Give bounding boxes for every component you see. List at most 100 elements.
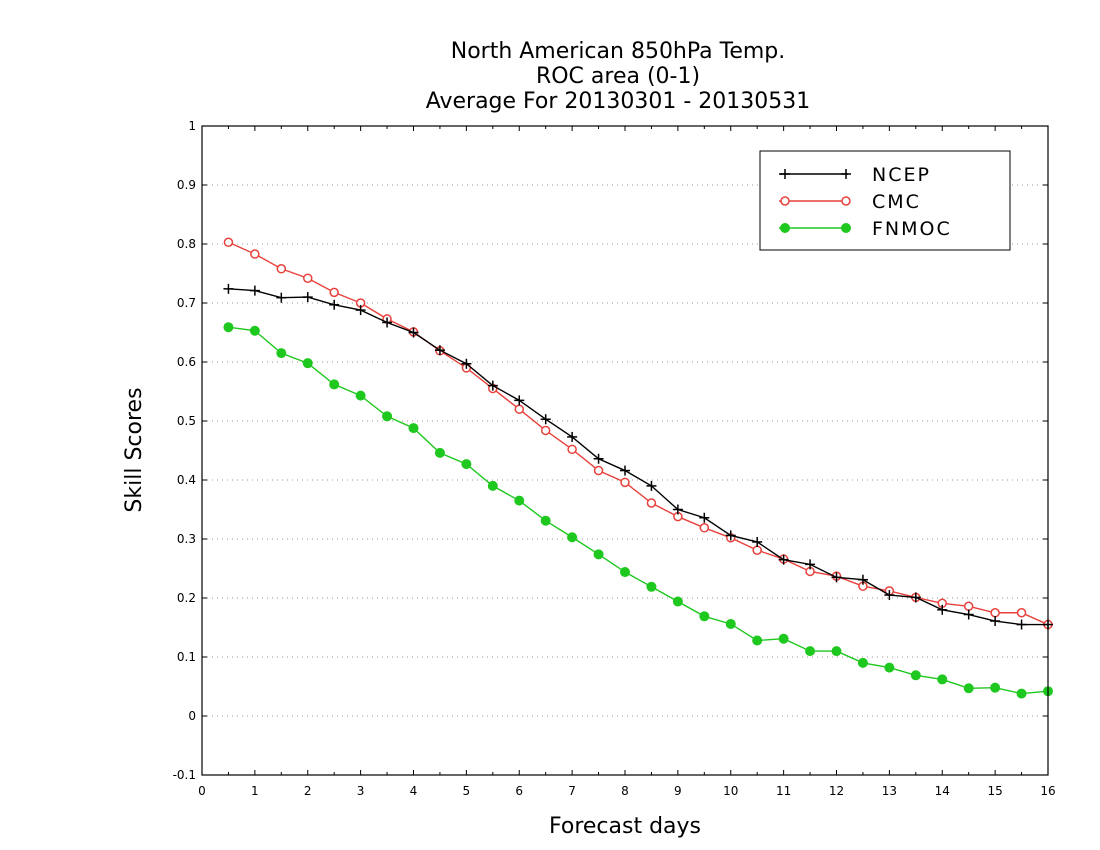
data-point-fnmoc [857,657,868,668]
data-point-ncep [434,345,445,356]
data-point-ncep [593,453,604,464]
data-point-fnmoc [223,322,234,333]
data-point-fnmoc [567,532,578,543]
legend-entry-cmc: CMC [779,191,921,213]
y-tick-label: 0.7 [177,296,196,310]
data-point-fnmoc [831,646,842,657]
y-tick-label: 0.8 [177,237,196,251]
data-point-cmc [699,523,710,533]
data-point-fnmoc [805,646,816,657]
data-point-cmc [1016,608,1027,618]
y-axis: -0.1 0 0.1 0.2 0.3 0.4 0.5 0.6 0.7 0.8 0.9 1 [173,119,1048,782]
data-point-ncep [990,616,1001,627]
data-point-fnmoc [593,549,604,560]
x-tick-label: 0 [198,784,206,798]
data-point-cmc [303,273,313,283]
x-axis-label: Forecast days [549,814,701,839]
series-layer [223,237,1053,699]
data-point-cmc [540,425,551,436]
y-tick-label: 0 [188,709,196,723]
x-tick-label: 13 [882,784,897,798]
data-point-ncep [699,512,710,523]
data-point-ncep [329,299,340,310]
data-point-ncep [514,395,525,406]
data-point-ncep [646,480,657,491]
data-point-fnmoc [487,480,498,491]
legend-marker-right [841,223,851,233]
x-tick-label: 16 [1040,784,1055,798]
data-point-cmc [752,545,762,555]
y-tick-label: 0.4 [177,473,196,487]
data-point-fnmoc [355,390,366,401]
x-tick-label: 10 [723,784,738,798]
data-point-fnmoc [752,635,763,646]
y-axis-label: Skill Scores [122,387,147,512]
data-point-ncep [963,609,974,620]
title-line-1: North American 850hPa Temp. [451,39,786,64]
legend-label-fnmoc: FNMOC [872,218,952,240]
y-tick-label: -0.1 [173,768,196,782]
x-tick-label: 5 [463,784,471,798]
data-point-ncep [1016,619,1027,630]
data-point-ncep [805,559,816,570]
data-point-ncep [620,465,630,476]
title-line-2: ROC area (0-1) [536,64,700,89]
x-tick-label: 12 [829,784,844,798]
data-point-ncep [276,292,287,303]
legend-marker-right [841,196,851,206]
data-point-cmc [514,404,524,414]
data-point-ncep [487,380,498,391]
legend-entry-fnmoc: FNMOC [779,218,952,240]
series-cmc [223,237,1053,630]
x-tick-label: 4 [410,784,418,798]
x-tick-label: 1 [251,784,259,798]
data-point-ncep [725,530,736,541]
grid [202,184,1048,717]
data-point-cmc [567,444,577,455]
data-point-fnmoc [990,682,1001,693]
x-tick-label: 15 [987,784,1002,798]
y-tick-label: 0.6 [177,355,196,369]
data-point-fnmoc [1016,688,1027,699]
data-point-ncep [910,592,921,603]
data-point-cmc [963,601,974,612]
data-point-cmc [276,264,287,274]
data-point-fnmoc [672,596,683,607]
data-point-fnmoc [646,581,657,592]
x-tick-label: 9 [674,784,682,798]
data-point-ncep [249,285,260,296]
data-point-fnmoc [276,348,287,359]
data-point-ncep [778,554,789,565]
legend-marker-left [780,223,790,233]
y-tick-label: 0.2 [177,591,196,605]
x-tick-label: 6 [515,784,523,798]
series-fnmoc [223,322,1053,699]
data-point-ncep [382,317,393,328]
data-point-fnmoc [461,459,472,470]
series-ncep [223,283,1053,630]
legend-label-cmc: CMC [872,191,921,213]
data-point-ncep [461,358,472,369]
x-tick-label: 7 [568,784,576,798]
y-tick-label: 0.9 [177,178,196,192]
data-point-ncep [752,536,763,547]
data-point-fnmoc [434,447,445,458]
data-point-fnmoc [329,379,340,390]
legend-marker-right [841,169,851,179]
legend-label-ncep: NCEP [872,164,931,186]
x-tick-label: 11 [776,784,791,798]
x-tick-label: 8 [621,784,629,798]
data-point-cmc [990,608,1000,618]
series-line-cmc [228,241,1049,626]
x-tick-label: 2 [304,784,312,798]
series-line-fnmoc [228,326,1049,695]
chart-title: North American 850hPa Temp. ROC area (0-… [426,39,811,114]
data-point-fnmoc [937,674,948,685]
data-point-fnmoc [620,567,630,578]
data-point-fnmoc [963,683,974,694]
legend: NCEP CMC FNMOC [759,150,1011,251]
data-point-ncep [857,574,868,585]
x-tick-label: 3 [357,784,365,798]
title-line-3: Average For 20130301 - 20130531 [426,89,811,114]
data-point-fnmoc [884,662,895,673]
